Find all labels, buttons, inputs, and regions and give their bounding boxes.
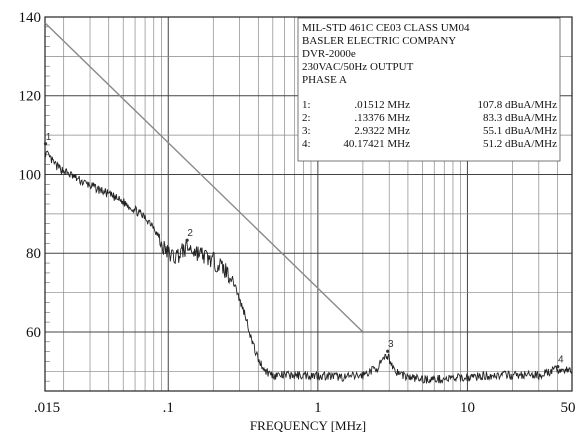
marker-row-level: 55.1 dBuA/MHz — [483, 125, 557, 137]
plot-frame — [44, 16, 573, 392]
marker-row-index: 2: — [302, 112, 311, 124]
marker-point — [43, 142, 48, 146]
marker-label: 3 — [388, 339, 394, 350]
marker-label: 1 — [46, 132, 52, 143]
info-header-line: DVR-2000e — [302, 48, 356, 60]
y-tick-label: 80 — [26, 246, 41, 262]
y-tick-label: 120 — [19, 89, 42, 105]
y-tick-label: 60 — [26, 325, 41, 341]
marker-label: 2 — [187, 228, 193, 239]
marker-row-frequency: .13376 MHz — [354, 112, 410, 124]
info-header-line: BASLER ELECTRIC COMPANY — [302, 35, 456, 47]
x-tick-label: 50 — [561, 400, 576, 416]
y-tick-label: 140 — [19, 10, 42, 26]
marker-row-level: 83.3 dBuA/MHz — [483, 112, 557, 124]
marker-row-index: 1: — [302, 99, 311, 111]
x-axis-title: FREQUENCY [MHz] — [250, 418, 366, 433]
y-tick-label: 100 — [19, 167, 42, 183]
marker-row-index: 3: — [302, 125, 311, 137]
marker-row-level: 107.8 dBuA/MHz — [478, 99, 558, 111]
marker-group: 1 2 3 4 — [43, 132, 564, 369]
marker-point — [185, 238, 189, 242]
marker-point — [386, 349, 390, 353]
series-group — [45, 150, 573, 384]
marker-label: 4 — [558, 355, 564, 366]
x-tick-label: 1 — [314, 400, 322, 416]
limit-line — [44, 22, 364, 333]
marker-row-frequency: .01512 MHz — [354, 99, 410, 111]
x-tick-labels: .015 .1 1 10 50 — [34, 400, 576, 416]
info-header-line: MIL-STD 461C CE03 CLASS UM04 — [302, 22, 470, 34]
info-header-line: PHASE A — [302, 74, 347, 86]
limit-line-group — [44, 22, 364, 333]
x-tick-label: .015 — [34, 400, 60, 416]
marker-row-level: 51.2 dBuA/MHz — [483, 138, 557, 150]
y-tick-labels: 140 120 100 80 60 — [19, 10, 42, 341]
marker-row-index: 4: — [302, 138, 311, 150]
x-tick-label: .1 — [163, 400, 174, 416]
marker-row-frequency: 40.17421 MHz — [343, 138, 410, 150]
info-box: MIL-STD 461C CE03 CLASS UM04 BASLER ELEC… — [297, 17, 561, 162]
info-header-line: 230VAC/50Hz OUTPUT — [302, 61, 414, 73]
info-box-frame — [297, 17, 561, 162]
series-line — [45, 150, 573, 384]
marker-point — [556, 364, 560, 369]
x-tick-label: 10 — [460, 400, 475, 416]
marker-row-frequency: 2.9322 MHz — [354, 125, 410, 137]
